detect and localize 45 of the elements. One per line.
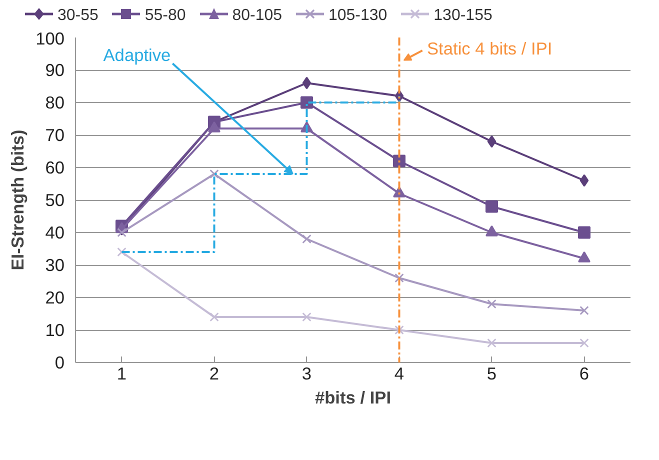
x-tick-label: 4 — [394, 364, 404, 384]
point — [578, 226, 590, 239]
x-tick-label: 5 — [486, 364, 497, 384]
point — [393, 154, 406, 168]
y-tick-label: 30 — [45, 255, 65, 275]
point — [302, 312, 312, 322]
y-tick-label: 90 — [45, 60, 65, 80]
point — [300, 96, 313, 109]
point — [117, 247, 126, 257]
legend-label: 80-105 — [232, 7, 282, 24]
x-tick-label: 1 — [116, 364, 127, 384]
point — [394, 325, 404, 335]
point — [117, 228, 126, 238]
legend-label: 55-80 — [144, 7, 186, 24]
x-tick-label: 6 — [579, 364, 590, 384]
point — [302, 234, 312, 244]
point — [210, 312, 219, 322]
y-tick-label: 0 — [54, 352, 65, 372]
y-axis-title: EI-Strength (bits) — [8, 130, 28, 270]
y-tick-label: 20 — [45, 288, 65, 308]
y-tick-label: 100 — [36, 28, 65, 48]
y-tick-label: 10 — [45, 320, 65, 340]
text: Adaptive — [103, 45, 171, 65]
point — [302, 76, 312, 90]
legend-label: 105-130 — [328, 7, 388, 24]
y-tick-label: 50 — [45, 190, 65, 210]
x-tick-label: 2 — [209, 364, 220, 384]
x-axis-title: #bits / IPI — [314, 388, 392, 408]
y-tick-label: 60 — [45, 158, 65, 178]
point — [487, 338, 496, 348]
x-tick-label: 3 — [302, 364, 312, 384]
y-tick-label: 80 — [45, 92, 65, 112]
point — [394, 273, 404, 283]
ref-line-label: Static 4 bits / IPI — [427, 38, 552, 58]
point — [487, 299, 496, 309]
point — [210, 169, 219, 179]
legend-label: 30-55 — [57, 7, 98, 24]
point — [487, 135, 496, 148]
point — [580, 306, 589, 316]
point — [580, 338, 589, 348]
y-tick-label: 70 — [45, 125, 65, 145]
legend-label: 130-155 — [434, 7, 492, 24]
y-tick-label: 40 — [45, 222, 65, 242]
point — [486, 200, 498, 213]
point — [580, 174, 589, 187]
